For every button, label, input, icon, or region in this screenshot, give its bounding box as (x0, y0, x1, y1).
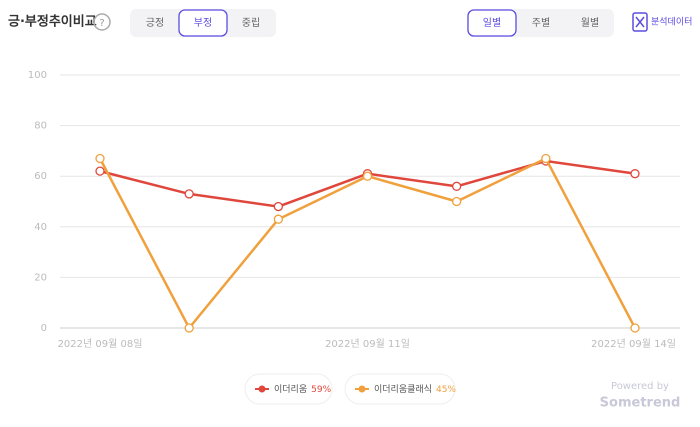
legend-share: 45% (436, 385, 456, 395)
point (630, 323, 640, 333)
sentiment-tab[interactable]: 중립 (242, 16, 260, 29)
sentiment-tab[interactable]: 부정 (194, 17, 212, 29)
export-icon[interactable] (632, 12, 648, 32)
legend-item[interactable] (344, 373, 456, 405)
x-tick-label: 2022년 09월 11일 (325, 338, 410, 350)
legend-label: 이더리움 59% (274, 384, 332, 395)
tab-selected (467, 9, 517, 37)
period-tab[interactable]: 주별 (532, 17, 550, 29)
title: 긍·부정추이비교 (8, 14, 97, 30)
y-tick-label: 80 (34, 121, 47, 132)
y-tick-label: 20 (34, 272, 47, 283)
y-tick-label: 40 (34, 222, 47, 233)
point (273, 214, 283, 224)
point (95, 153, 105, 164)
powered-by: Powered by (611, 381, 669, 392)
point (184, 323, 194, 333)
legend-share: 59% (311, 385, 331, 395)
legend-label: 이더리움클래식 45% (374, 384, 456, 395)
y-tick-label: 0 (41, 323, 47, 334)
brand: Sometrend (600, 396, 681, 411)
legend-item[interactable] (244, 373, 333, 405)
legend-swatch-dot (258, 385, 266, 393)
point (362, 171, 373, 181)
point (630, 169, 640, 179)
point (184, 189, 194, 199)
tab-selected (178, 9, 228, 37)
legend-name: 이더리움 (274, 384, 307, 395)
help-icon[interactable] (93, 13, 111, 31)
legend-swatch-dot (358, 385, 366, 393)
export-icon-x (635, 16, 645, 28)
y-tick-label: 60 (34, 171, 47, 182)
point (95, 166, 105, 176)
y-tick-label: 100 (28, 70, 47, 81)
point (273, 201, 283, 212)
point (452, 196, 462, 207)
series-line (99, 159, 636, 208)
export-button[interactable]: 분석데이터 (651, 17, 692, 28)
point (541, 153, 551, 164)
legend-name: 이더리움클래식 (374, 384, 432, 395)
period-tab[interactable]: 일별 (483, 17, 501, 29)
help-icon-text: ? (99, 18, 104, 29)
sentiment-tab[interactable]: 긍정 (146, 17, 164, 29)
x-tick-label: 2022년 09월 08일 (58, 338, 143, 350)
point (452, 181, 462, 191)
series-line (98, 156, 637, 331)
period-tab[interactable]: 월별 (581, 17, 599, 29)
x-tick-label: 2022년 09월 14일 (591, 338, 676, 350)
